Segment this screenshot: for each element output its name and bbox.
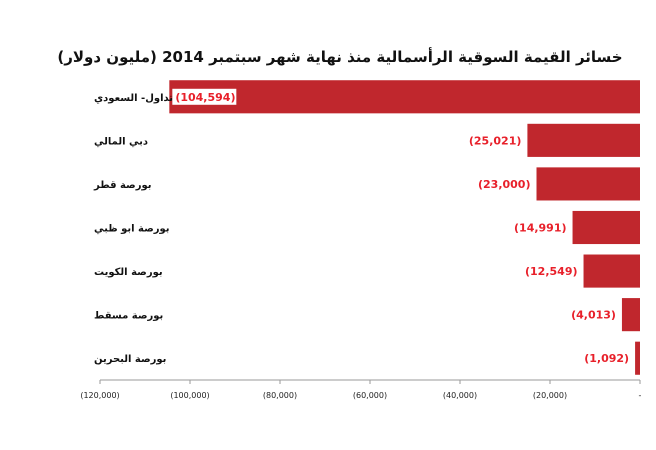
data-label-2: (23,000) [478, 178, 531, 191]
category-label-6: بورصة البحرين [94, 354, 166, 365]
data-label-5: (4,013) [571, 309, 616, 322]
category-label-4: بورصة الكويت [94, 267, 163, 278]
data-label-1: (25,021) [469, 134, 522, 147]
data-label-bg-0 [172, 88, 237, 105]
bar-3 [572, 210, 640, 245]
x-tick-label-5: (20,000) [533, 391, 567, 400]
bar-5 [621, 298, 640, 332]
x-tick-label-3: (60,000) [353, 391, 387, 400]
data-label-4: (12,549) [525, 265, 578, 278]
bars-layer [169, 80, 640, 375]
x-tick-label-6: - [639, 391, 642, 400]
x-tick-label-1: (100,000) [170, 391, 209, 400]
category-label-1: دبي المالي [94, 136, 148, 147]
category-label-3: بورصة ابو ظبي [94, 224, 170, 235]
category-label-5: بورصة مسقط [94, 311, 163, 322]
labels-layer: تداول- السعودي (104,594) دبي المالي (25,021… [93, 88, 629, 365]
data-label-6: (1,092) [584, 352, 629, 365]
bar-2 [536, 167, 640, 201]
data-label-3: (14,991) [514, 222, 567, 235]
bar-0 [169, 80, 640, 114]
category-label-2: بورصة قطر [93, 180, 152, 191]
bar-1 [527, 123, 640, 157]
bar-6 [635, 341, 640, 375]
data-label-0: (104,594) [175, 91, 235, 104]
bar-4 [583, 254, 640, 288]
category-label-0: تداول- السعودي [94, 93, 173, 104]
x-tick-label-2: (80,000) [263, 391, 297, 400]
chart-title: خسائر القيمة السوقية الرأسمالية منذ نهاي… [57, 47, 622, 66]
x-tick-label-4: (40,000) [443, 391, 477, 400]
x-axis: (120,000) (100,000) (80,000) (60,000) (40,00… [80, 379, 642, 400]
x-tick-label-0: (120,000) [80, 391, 119, 400]
